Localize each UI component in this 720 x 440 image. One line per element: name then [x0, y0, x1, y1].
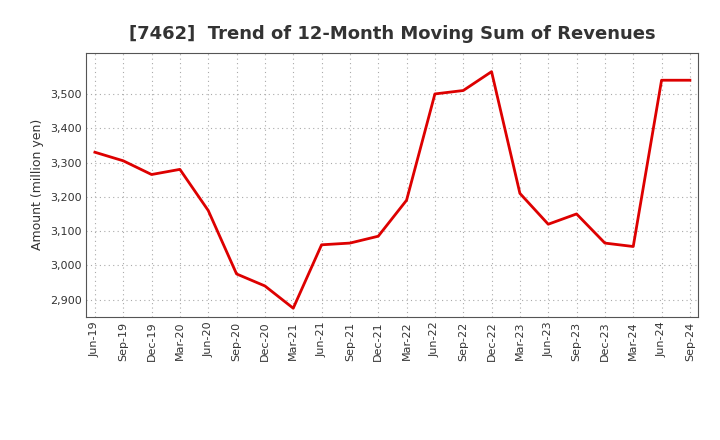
Y-axis label: Amount (million yen): Amount (million yen)	[31, 119, 44, 250]
Title: [7462]  Trend of 12-Month Moving Sum of Revenues: [7462] Trend of 12-Month Moving Sum of R…	[129, 25, 656, 43]
